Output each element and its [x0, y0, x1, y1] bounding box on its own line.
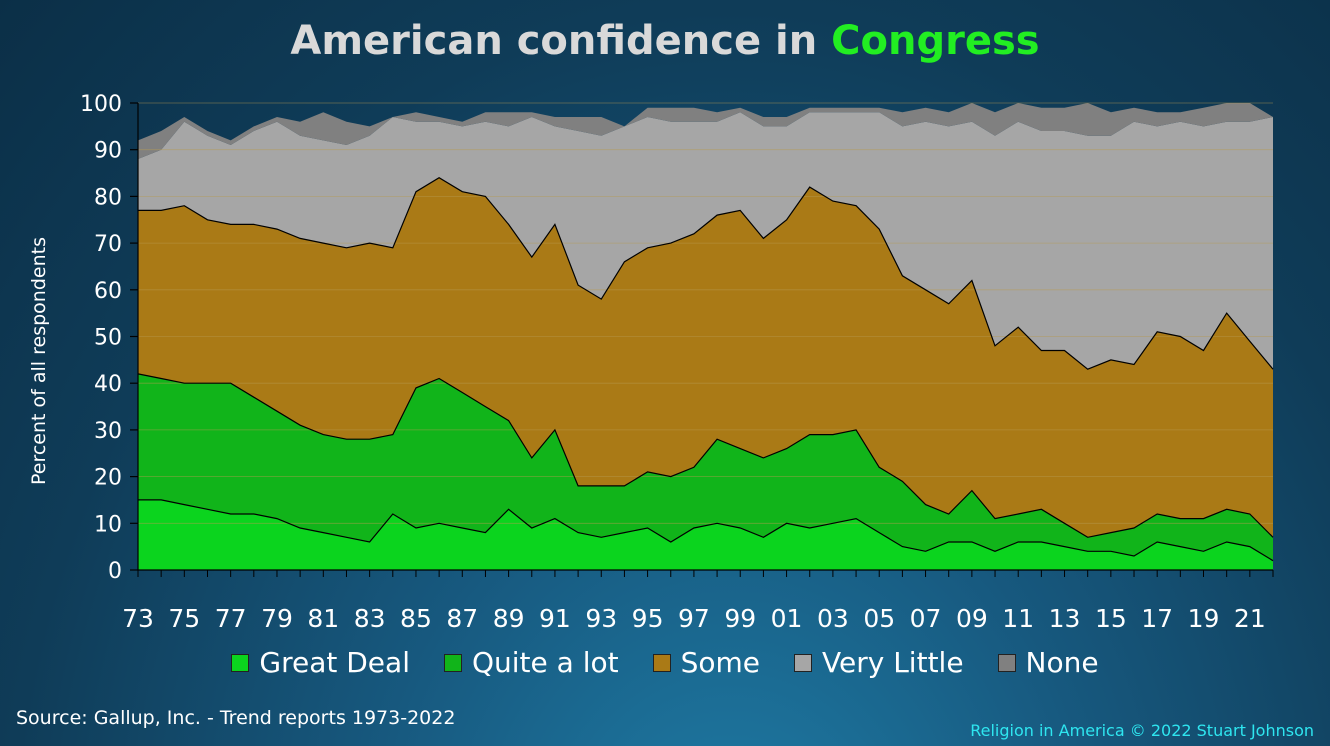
x-tick-label-15: 15 — [1095, 604, 1127, 633]
x-tick-label-93: 93 — [585, 604, 617, 633]
x-tick-label-09: 09 — [956, 604, 988, 633]
chart-title-prefix: American confidence in — [290, 18, 832, 64]
legend-swatch — [997, 653, 1016, 672]
source-note: Source: Gallup, Inc. - Trend reports 197… — [16, 707, 456, 729]
x-tick-label-03: 03 — [817, 604, 849, 633]
y-tick-label-50: 50 — [94, 326, 122, 351]
legend-item-great-deal: Great Deal — [231, 646, 410, 679]
legend-label: Very Little — [822, 646, 964, 679]
y-tick-label-70: 70 — [94, 232, 122, 257]
x-tick-label-97: 97 — [678, 604, 710, 633]
legend-label: Great Deal — [259, 646, 410, 679]
legend-item-none: None — [997, 646, 1099, 679]
series-line-some — [138, 176, 1274, 370]
series-area-quite-a-lot — [138, 373, 1273, 561]
legend: Great Deal Quite a lot Some Very Little None — [0, 646, 1330, 679]
x-tick-label-79: 79 — [261, 604, 293, 633]
credit-note: Religion in America © 2022 Stuart Johnso… — [970, 721, 1314, 740]
legend-swatch — [443, 653, 462, 672]
x-tick-label-95: 95 — [632, 604, 664, 633]
x-tick-label-75: 75 — [168, 604, 200, 633]
y-tick-label-80: 80 — [94, 185, 122, 210]
legend-label: None — [1025, 646, 1099, 679]
chart-title: American confidence in Congress — [0, 18, 1330, 64]
legend-item-quite-a-lot: Quite a lot — [443, 646, 619, 679]
x-tick-label-89: 89 — [493, 604, 525, 633]
x-tick-label-85: 85 — [400, 604, 432, 633]
y-tick-label-10: 10 — [94, 512, 122, 537]
x-tick-label-01: 01 — [771, 604, 803, 633]
x-tick-label-19: 19 — [1188, 604, 1220, 633]
y-tick-label-100: 100 — [80, 92, 122, 117]
x-tick-label-77: 77 — [215, 604, 247, 633]
y-tick-label-60: 60 — [94, 279, 122, 304]
x-tick-label-13: 13 — [1049, 604, 1081, 633]
series-line-great-deal — [138, 499, 1274, 562]
y-axis-label-wrap: Percent of all respondents — [24, 200, 54, 530]
series-line-quite-a-lot — [137, 373, 1274, 538]
series-area-very-little — [138, 112, 1273, 370]
legend-label: Some — [680, 646, 761, 679]
legend-item-very-little: Very Little — [794, 646, 964, 679]
legend-item-some: Some — [652, 646, 761, 679]
x-tick-label-87: 87 — [446, 604, 478, 633]
x-tick-label-05: 05 — [863, 604, 895, 633]
x-tick-label-73: 73 — [122, 604, 154, 633]
x-tick-label-07: 07 — [910, 604, 942, 633]
legend-swatch — [652, 653, 671, 672]
x-tick-label-99: 99 — [724, 604, 756, 633]
legend-swatch — [231, 653, 250, 672]
legend-label: Quite a lot — [471, 646, 619, 679]
y-tick-label-90: 90 — [94, 139, 122, 164]
series-area-none — [138, 103, 1273, 159]
y-tick-label-30: 30 — [94, 419, 122, 444]
series-area-some — [138, 177, 1273, 538]
x-tick-label-83: 83 — [354, 604, 386, 633]
y-tick-label-40: 40 — [94, 372, 122, 397]
y-tick-label-0: 0 — [108, 559, 122, 584]
x-tick-label-17: 17 — [1141, 604, 1173, 633]
x-tick-label-21: 21 — [1234, 604, 1266, 633]
x-tick-label-81: 81 — [307, 604, 339, 633]
chart-title-highlight: Congress — [831, 18, 1040, 64]
legend-swatch — [794, 653, 813, 672]
series-area-great-deal — [138, 499, 1273, 570]
y-tick-label-20: 20 — [94, 466, 122, 491]
x-tick-label-91: 91 — [539, 604, 571, 633]
y-axis-label: Percent of all respondents — [28, 237, 50, 485]
x-tick-label-11: 11 — [1002, 604, 1034, 633]
